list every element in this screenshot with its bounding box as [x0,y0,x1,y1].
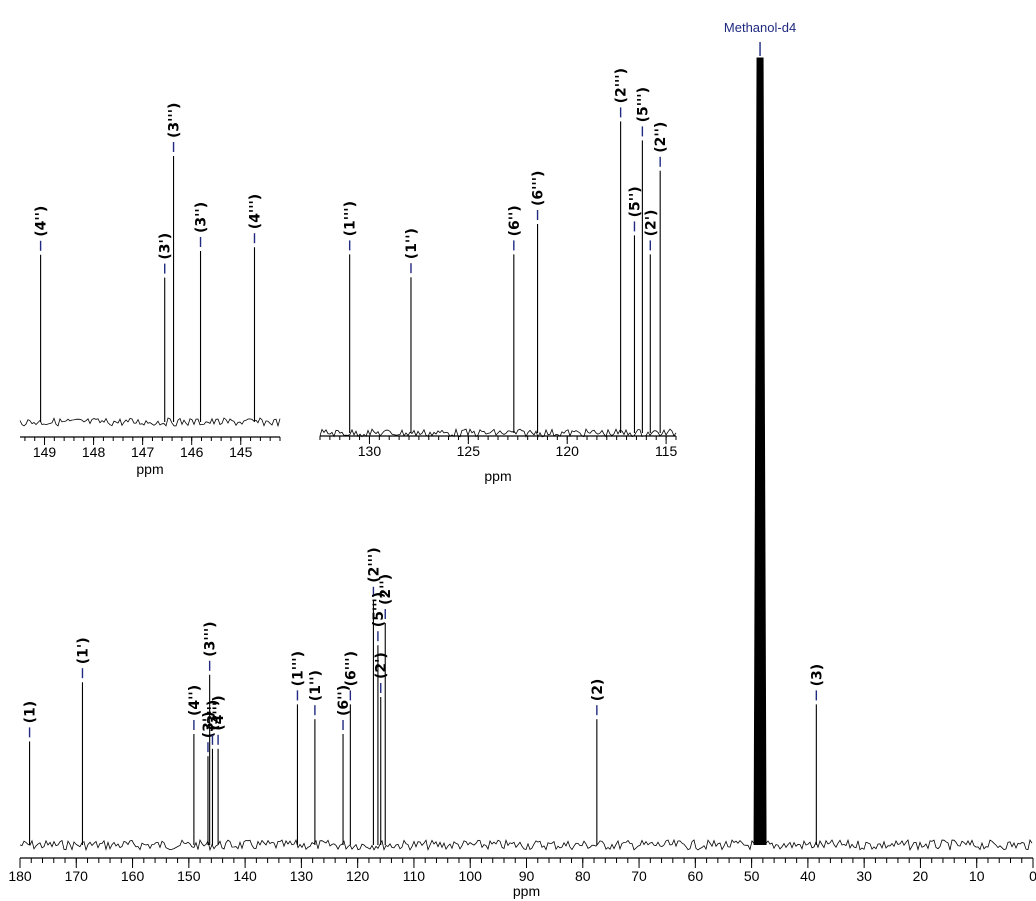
main-tick-label: 180 [8,868,32,884]
inset1-peak-label: (3') [158,233,174,260]
solvent-label: Methanol-d4 [724,20,796,35]
inset2-peak-label: (2') [643,210,659,237]
main-peak-label: (4''') [211,695,227,730]
inset1-x-axis-title: ppm [136,461,163,477]
main-peak-label: (1') [75,637,91,664]
inset2-peak-label: (5'') [627,186,643,217]
main-tick-label: 20 [913,868,929,884]
inset2-peak-label: (2''') [614,68,630,103]
main-peak-label: (2) [590,679,606,702]
inset2-tick-label: 125 [457,443,481,459]
main-tick-label: 170 [65,868,89,884]
main-spectrum-plot: 180 170 160 150 140 130 120 110 100 90 80 70 60 50 40 3… [8,20,1036,899]
inset2-tick-label: 115 [655,443,678,459]
main-tick-label: 160 [121,868,145,884]
main-peak-label: (2'') [378,574,394,605]
main-peak-label: (4'') [187,685,203,716]
inset1-tick-label: 147 [131,444,155,460]
main-tick-label: 100 [459,868,483,884]
inset-spectrum-132-115: 130 125 120 115 ppm (1''') (1'') (6'') (6''') (2'… [320,68,677,484]
inset2-peak-label: (5''') [635,87,651,122]
main-tick-label: 40 [800,868,816,884]
inset1-baseline-noise [20,418,280,426]
main-peak-label: (1''') [290,651,306,686]
main-tick-label: 110 [403,868,426,884]
main-x-axis-title: ppm [513,883,540,899]
main-peak-label: (3) [809,664,825,687]
inset1-peak-label: (3'') [194,202,210,233]
main-tick-label: 140 [233,868,257,884]
inset2-peak-label: (2'') [653,122,669,153]
main-tick-label: 60 [688,868,704,884]
inset1-peak-label: (4'') [34,206,50,237]
inset2-peak-label: (1''') [343,201,359,236]
inset2-tick-label: 130 [358,443,382,459]
main-peak-label: (3''') [203,621,219,656]
main-peak-label: (6''') [343,651,359,686]
main-tick-label: 120 [346,868,370,884]
inset2-tick-label: 120 [556,443,580,459]
inset1-peak-label: (4''') [247,194,263,229]
main-tick-label: 10 [969,868,985,884]
main-tick-label: 80 [575,868,591,884]
main-peak-label: (6'') [336,685,352,716]
main-tick-label: 50 [744,868,760,884]
inset1-tick-label: 148 [82,444,106,460]
inset-spectrum-149-144: 149 148 147 146 145 ppm (4'') (3') (3''') (3'') (4… [20,103,280,477]
inset1-tick-label: 145 [229,444,253,460]
main-peak-label: (1) [23,701,39,724]
inset2-peak-label: (1'') [404,228,420,259]
inset1-peak-label: (3''') [167,103,183,138]
main-tick-label: 70 [631,868,647,884]
main-tick-label: 0 [1029,868,1036,884]
main-tick-label: 150 [177,868,201,884]
main-peak-label: (1'') [308,670,324,701]
inset1-tick-label: 149 [33,444,57,460]
main-tick-label: 90 [519,868,535,884]
main-tick-label: 30 [856,868,872,884]
main-tick-label: 130 [290,868,314,884]
main-baseline-noise [20,840,1032,850]
main-peak-label: (2') [374,652,390,679]
inset1-tick-label: 146 [180,444,204,460]
inset2-x-axis-title: ppm [484,468,511,484]
inset2-peak-label: (6''') [531,171,547,206]
solvent-peak [754,58,766,845]
inset2-peak-label: (6'') [507,205,523,236]
